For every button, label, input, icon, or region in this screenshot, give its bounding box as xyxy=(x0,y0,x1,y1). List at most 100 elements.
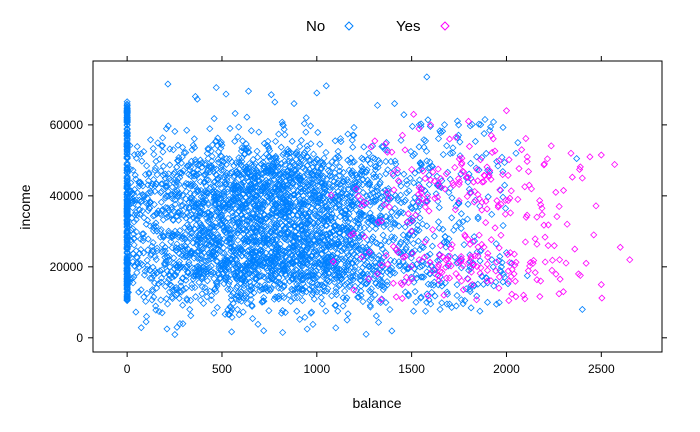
yes-point xyxy=(506,194,514,202)
no-point xyxy=(200,257,209,265)
no-point xyxy=(179,286,187,294)
no-point xyxy=(175,294,183,302)
no-point xyxy=(182,179,190,188)
no-point xyxy=(209,232,217,240)
yes-point xyxy=(421,238,429,246)
no-point xyxy=(443,238,451,246)
no-point xyxy=(265,162,273,170)
no-point xyxy=(191,156,199,164)
no-point xyxy=(327,258,335,266)
yes-point xyxy=(470,198,478,206)
yes-point xyxy=(492,267,500,275)
no-point xyxy=(322,307,330,315)
no-point xyxy=(321,199,329,207)
no-point xyxy=(252,202,261,211)
no-point xyxy=(186,305,194,313)
no-point xyxy=(123,296,131,305)
yes-point xyxy=(439,253,447,261)
yes-point xyxy=(407,227,415,235)
no-point xyxy=(189,272,197,280)
no-point xyxy=(397,199,405,207)
no-point xyxy=(303,187,312,195)
no-point xyxy=(280,213,288,221)
no-point xyxy=(280,294,288,302)
no-point xyxy=(200,188,209,196)
no-point xyxy=(352,242,360,250)
no-point xyxy=(258,261,266,270)
no-point xyxy=(345,192,353,200)
no-point xyxy=(332,288,340,296)
yes-point xyxy=(469,178,478,186)
no-point xyxy=(294,205,303,213)
no-point xyxy=(362,249,370,257)
no-point xyxy=(194,186,202,194)
yes-point xyxy=(590,231,598,239)
no-point xyxy=(284,228,293,236)
no-point xyxy=(450,226,458,234)
no-point xyxy=(279,259,287,267)
no-point xyxy=(235,219,244,227)
no-point xyxy=(321,185,329,193)
no-point xyxy=(273,293,281,301)
no-point xyxy=(142,318,150,326)
no-point xyxy=(417,200,425,208)
no-point xyxy=(123,236,131,244)
no-point xyxy=(146,274,154,282)
no-point xyxy=(182,272,191,280)
no-point xyxy=(149,263,157,271)
yes-point xyxy=(505,156,513,164)
yes-point xyxy=(536,292,544,301)
no-point xyxy=(460,241,468,249)
no-point xyxy=(257,226,265,234)
no-point xyxy=(323,175,331,183)
no-point xyxy=(170,272,179,280)
no-point xyxy=(281,258,289,266)
no-point xyxy=(201,159,209,167)
no-point xyxy=(251,193,259,201)
no-point xyxy=(248,248,256,256)
no-point xyxy=(474,280,482,288)
no-point xyxy=(243,251,252,259)
no-point xyxy=(312,230,321,238)
no-point xyxy=(171,200,179,208)
yes-point xyxy=(504,171,512,179)
no-point xyxy=(158,180,166,188)
no-point xyxy=(186,296,195,304)
no-point xyxy=(236,290,244,299)
no-point xyxy=(275,274,283,282)
yes-point xyxy=(473,166,481,174)
no-point xyxy=(486,126,494,134)
yes-point xyxy=(455,273,463,282)
no-point xyxy=(253,214,261,223)
no-point xyxy=(250,262,258,270)
no-point xyxy=(297,271,305,280)
no-point xyxy=(217,262,225,270)
no-point xyxy=(409,199,417,207)
yes-point xyxy=(582,259,590,267)
yes-point xyxy=(419,194,427,203)
yes-point xyxy=(533,276,541,284)
no-point xyxy=(270,295,278,303)
no-point xyxy=(317,288,325,297)
no-point xyxy=(365,180,373,188)
no-point xyxy=(130,218,138,226)
no-point xyxy=(356,170,364,178)
no-point xyxy=(123,294,131,303)
no-point xyxy=(333,180,341,188)
no-point xyxy=(174,157,182,165)
no-point xyxy=(133,269,141,277)
no-point xyxy=(129,189,137,197)
no-point xyxy=(384,166,392,174)
yes-point xyxy=(408,274,416,283)
no-point xyxy=(365,225,374,233)
yes-point xyxy=(401,146,409,154)
no-point xyxy=(311,187,319,195)
no-point xyxy=(330,275,338,283)
yes-point xyxy=(422,199,430,207)
no-point xyxy=(496,252,504,261)
no-point xyxy=(279,260,287,269)
no-point xyxy=(214,231,222,239)
yes-point xyxy=(493,197,501,205)
no-point xyxy=(210,252,218,260)
